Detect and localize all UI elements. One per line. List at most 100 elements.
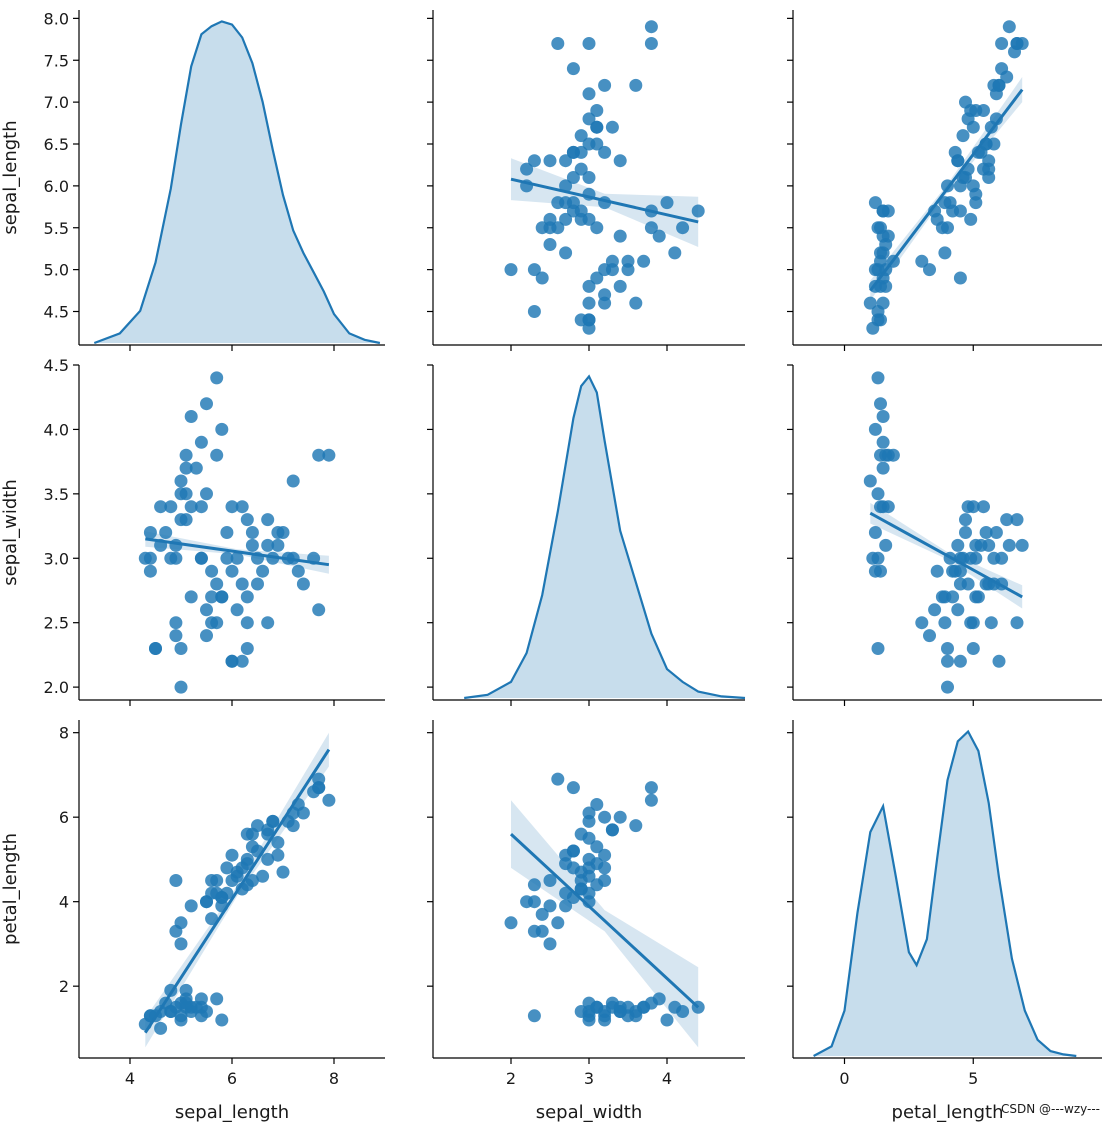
scatter-point	[527, 895, 541, 909]
scatter-point	[953, 204, 967, 218]
scatter-point	[169, 874, 183, 887]
scatter-point	[179, 461, 193, 475]
scatter-point	[566, 844, 580, 858]
scatter-point	[605, 254, 619, 268]
watermark: CSDN @---wzy---	[1001, 1102, 1100, 1116]
scatter-point	[143, 526, 157, 539]
scatter-point	[286, 474, 300, 488]
scatter-point	[590, 104, 604, 117]
scatter-point	[240, 616, 254, 630]
scatter-point	[143, 564, 157, 578]
scatter-point	[312, 781, 326, 795]
scatter-point	[605, 120, 619, 134]
scatter-point	[164, 500, 178, 514]
scatter-point	[1000, 70, 1014, 84]
scatter-point	[194, 551, 208, 565]
regression-line	[509, 832, 700, 1009]
regression-line	[869, 511, 1023, 599]
panel-sepal_width-vs-sepal_width	[427, 364, 746, 706]
scatter-point	[149, 642, 162, 655]
scatter-point	[184, 410, 198, 423]
scatter-point	[296, 577, 310, 591]
scatter-point	[240, 642, 254, 655]
scatter-point	[271, 836, 285, 849]
scatter-point	[574, 129, 588, 143]
scatter-point	[551, 772, 565, 786]
scatter-point	[261, 538, 275, 552]
scatter-point	[559, 212, 573, 226]
x-tick-label: 6	[227, 1069, 237, 1088]
scatter-point	[535, 924, 549, 938]
scatter-point	[871, 371, 885, 385]
scatter-point	[590, 271, 604, 285]
scatter-point	[559, 246, 573, 260]
scatter-point	[995, 37, 1009, 50]
scatter-point	[644, 20, 658, 34]
scatter-point	[881, 500, 895, 514]
scatter-point	[230, 551, 244, 565]
scatter-point	[322, 448, 336, 462]
scatter-point	[871, 642, 885, 655]
scatter-point	[953, 654, 967, 668]
scatter-point	[210, 577, 224, 591]
scatter-point	[964, 551, 978, 565]
scatter-point	[251, 819, 264, 833]
scatter-point	[143, 551, 157, 565]
scatter-point	[668, 246, 682, 260]
scatter-point	[194, 1009, 208, 1023]
scatter-point	[235, 577, 249, 591]
kde-line-sepal_width	[464, 374, 746, 700]
scatter-point	[876, 296, 890, 310]
scatter-point	[291, 564, 305, 578]
scatter-point	[871, 263, 885, 277]
regression-line	[144, 748, 331, 1034]
scatter-point	[543, 899, 557, 913]
scatter-point	[535, 271, 549, 285]
scatter-point	[184, 899, 198, 913]
scatter-point	[941, 642, 954, 655]
scatter-point	[1002, 538, 1016, 552]
scatter-point	[930, 564, 944, 578]
scatter-point	[261, 616, 275, 630]
scatter-point	[559, 179, 573, 193]
scatter-point	[876, 461, 890, 475]
scatter-point	[923, 263, 936, 277]
x-tick-label: 0	[839, 1069, 849, 1088]
scatter-point	[613, 229, 627, 243]
scatter-point	[566, 62, 580, 76]
scatter-point	[504, 263, 518, 277]
scatter-point	[1010, 616, 1024, 630]
scatter-point	[863, 474, 877, 488]
scatter-point	[527, 154, 541, 168]
scatter-point	[322, 793, 336, 807]
scatter-point	[953, 564, 967, 578]
scatter-point	[876, 435, 890, 449]
scatter-point	[582, 806, 596, 820]
scatter-point	[574, 162, 588, 176]
scatter-point	[613, 279, 627, 293]
scatter-point	[235, 654, 249, 668]
scatter-point	[676, 221, 690, 235]
scatter-point	[874, 313, 887, 327]
scatter-point	[559, 886, 573, 900]
scatter-point	[590, 137, 604, 151]
scatter-point	[984, 616, 998, 630]
scatter-point	[179, 983, 193, 997]
scatter-point	[598, 861, 612, 875]
scatter-point	[923, 629, 936, 643]
scatter-point	[169, 629, 183, 643]
x-axis-label-sepal_width: sepal_width	[536, 1102, 643, 1123]
x-axis-label-petal_length: petal_length	[892, 1102, 1004, 1123]
scatter-point	[582, 296, 596, 310]
scatter-point	[174, 916, 188, 930]
scatter-point	[1002, 20, 1016, 34]
scatter-point	[559, 154, 573, 168]
scatter-point	[200, 397, 213, 411]
scatter-point	[959, 513, 972, 527]
scatter-point	[551, 916, 565, 930]
scatter-point	[644, 37, 658, 50]
scatter-point	[629, 296, 643, 310]
y-tick-label: 2	[59, 977, 69, 996]
scatter-point	[977, 500, 990, 514]
scatter-point	[566, 781, 580, 795]
